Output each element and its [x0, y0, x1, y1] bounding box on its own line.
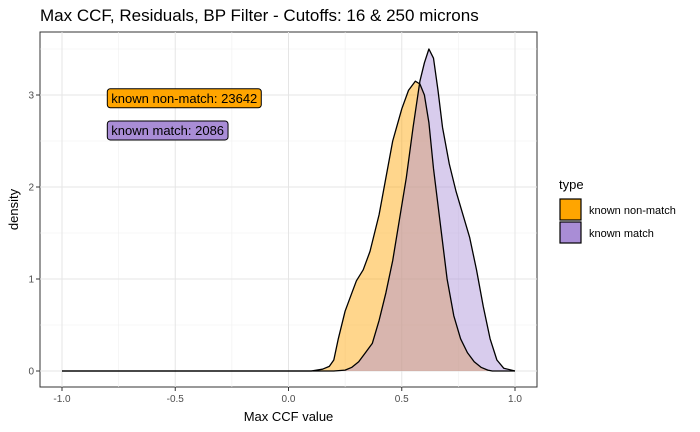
- legend-key-match: [559, 221, 582, 244]
- density-fill-non-match: [62, 81, 515, 371]
- y-tick-label: 0: [28, 367, 34, 378]
- x-axis-title: Max CCF value: [244, 409, 334, 424]
- legend: type known non-match known match: [559, 177, 676, 244]
- density-areas: [62, 48, 516, 372]
- annotation-box-non-match: [106, 88, 262, 109]
- annotation-text-match: known match: 2086: [111, 123, 224, 138]
- y-axis: 0 1 2 3: [28, 91, 40, 378]
- annotations: known non-match: 23642 known match: 2086: [106, 88, 262, 141]
- density-fill-match: [62, 49, 515, 371]
- x-tick-label: -0.5: [167, 394, 185, 405]
- x-axis: -1.0 -0.5 0.0 0.5 1.0: [53, 387, 522, 405]
- density-line-match: [62, 48, 516, 372]
- chart-title: Max CCF, Residuals, BP Filter - Cutoffs:…: [40, 6, 479, 25]
- y-tick-label: 1: [28, 275, 34, 286]
- x-tick-label: 0.5: [395, 394, 409, 405]
- y-tick-label: 3: [28, 91, 34, 102]
- x-tick-label: -1.0: [53, 394, 71, 405]
- legend-title: type: [559, 177, 584, 192]
- annotation-box-match: [106, 120, 229, 141]
- legend-key-non-match: [559, 198, 582, 221]
- x-tick-label: 0.0: [282, 394, 296, 405]
- y-tick-label: 2: [28, 183, 34, 194]
- y-axis-title: density: [6, 188, 21, 230]
- legend-label-non-match: known non-match: [589, 205, 676, 217]
- density-line-non-match: [62, 80, 515, 372]
- x-tick-label: 1.0: [508, 394, 522, 405]
- annotation-text-non-match: known non-match: 23642: [111, 91, 257, 106]
- legend-label-match: known match: [589, 228, 654, 240]
